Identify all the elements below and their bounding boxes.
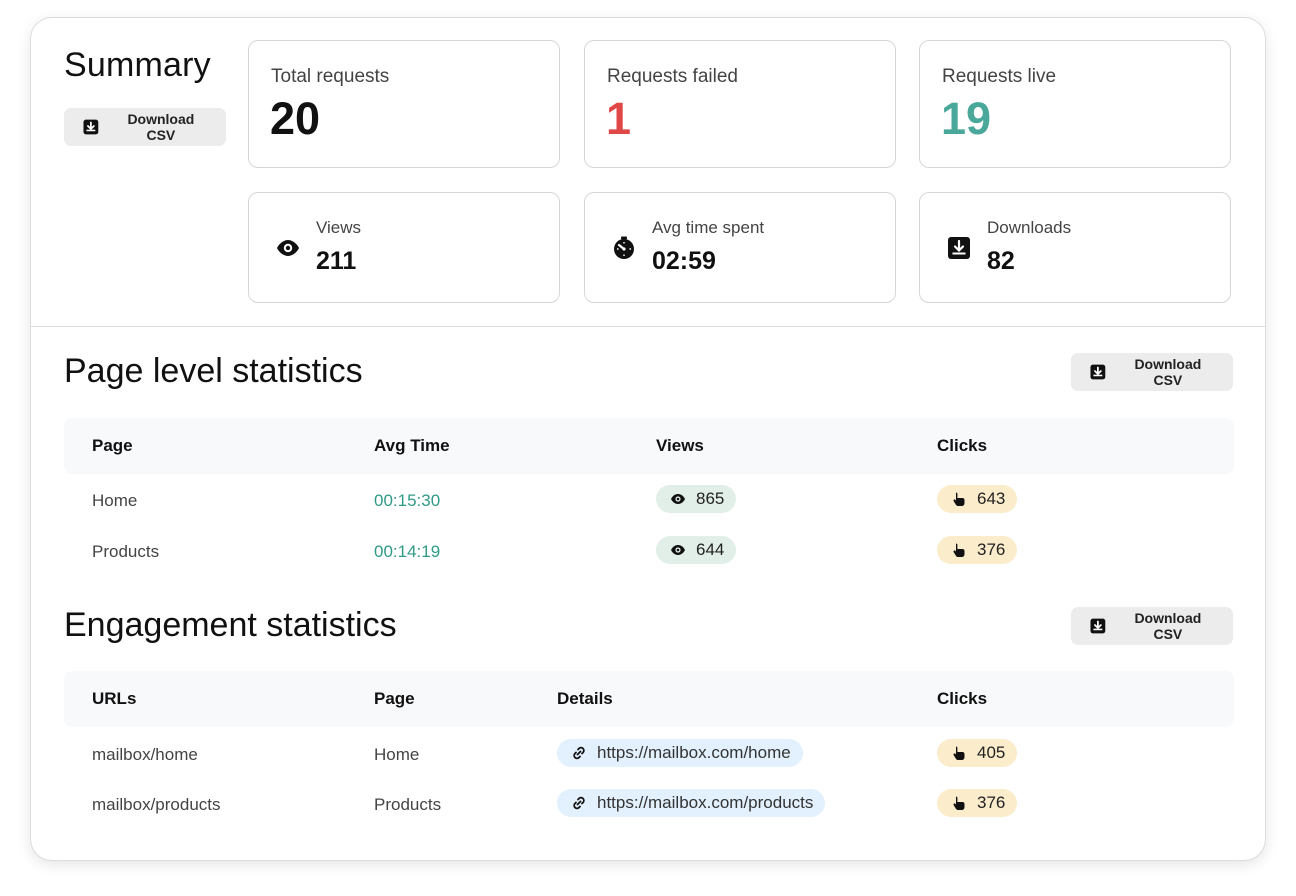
- col-views: Views: [656, 436, 704, 455]
- download-icon: [948, 237, 970, 259]
- requests-failed-card: Requests failed 1: [584, 40, 896, 168]
- clicks-pill: 643: [937, 485, 1018, 513]
- page-stats-header: Page Avg Time Views Clicks: [64, 418, 1234, 474]
- views-pill: 865: [656, 485, 737, 513]
- views-pill: 644: [656, 536, 737, 564]
- cell-url: mailbox/products: [92, 795, 221, 814]
- requests-failed-label: Requests failed: [607, 66, 738, 87]
- total-requests-value: 20: [270, 93, 321, 144]
- analytics-card: Summary Download CSV Total requests 20 R…: [30, 17, 1266, 861]
- summary-title: Summary: [64, 46, 211, 84]
- cell-avg-time: 00:14:19: [374, 542, 441, 561]
- downloads-card: Downloads 82: [919, 192, 1231, 303]
- table-row: Home 00:15:30 865 643: [64, 476, 1234, 526]
- eye-icon: [277, 240, 299, 256]
- summary-download-csv-button[interactable]: Download CSV: [64, 108, 226, 146]
- clicks-pill: 405: [937, 739, 1018, 767]
- eye-icon: [671, 494, 685, 504]
- col-clicks: Clicks: [937, 689, 988, 708]
- download-csv-label: Download CSV: [1134, 356, 1202, 388]
- engagement-header: URLs Page Details Clicks: [64, 671, 1234, 727]
- col-details: Details: [557, 689, 613, 708]
- requests-live-value: 19: [941, 93, 992, 144]
- cell-page: Home: [92, 491, 138, 510]
- pointer-hand-icon: [953, 796, 965, 810]
- downloads-label: Downloads: [987, 218, 1072, 237]
- details-link-pill[interactable]: https://mailbox.com/products: [557, 789, 826, 817]
- clicks-count: 376: [977, 540, 1006, 559]
- col-page: Page: [92, 436, 133, 455]
- engagement-stats-title: Engagement statistics: [64, 606, 397, 644]
- total-requests-label: Total requests: [271, 66, 390, 87]
- clicks-pill: 376: [937, 789, 1018, 817]
- clicks-count: 376: [977, 793, 1006, 812]
- total-requests-card: Total requests 20: [248, 40, 560, 168]
- pointer-hand-icon: [953, 746, 965, 760]
- requests-live-label: Requests live: [942, 66, 1057, 87]
- link-icon: [573, 796, 585, 810]
- pointer-hand-icon: [953, 492, 965, 506]
- details-link[interactable]: https://mailbox.com/home: [597, 743, 791, 762]
- avg-time-value: 02:59: [652, 247, 716, 275]
- col-urls: URLs: [92, 689, 137, 708]
- eye-icon: [671, 545, 685, 555]
- views-count: 644: [696, 540, 725, 559]
- views-value: 211: [316, 247, 357, 275]
- cell-avg-time: 00:15:30: [374, 491, 441, 510]
- details-link[interactable]: https://mailbox.com/products: [597, 793, 814, 812]
- cell-url: mailbox/home: [92, 745, 198, 764]
- engagement-download-csv-button[interactable]: Download CSV: [1071, 607, 1233, 645]
- downloads-value: 82: [987, 247, 1015, 275]
- pointer-hand-icon: [953, 543, 965, 557]
- link-icon: [573, 746, 585, 760]
- views-card: Views 211: [248, 192, 560, 303]
- download-icon: [1090, 364, 1106, 380]
- download-icon: [83, 119, 99, 135]
- cell-page: Products: [92, 542, 160, 561]
- views-label: Views: [316, 218, 362, 237]
- avg-time-label: Avg time spent: [652, 218, 765, 237]
- views-count: 865: [696, 489, 725, 508]
- download-csv-label: Download CSV: [1134, 610, 1202, 642]
- page-stats-download-csv-button[interactable]: Download CSV: [1071, 353, 1233, 391]
- cell-page: Home: [374, 745, 420, 764]
- table-row: mailbox/products Products https://mailbo…: [64, 780, 1234, 830]
- avg-time-card: Avg time spent 02:59: [584, 192, 896, 303]
- details-link-pill[interactable]: https://mailbox.com/home: [557, 739, 803, 767]
- table-row: Products 00:14:19 644 376: [64, 527, 1234, 577]
- section-divider: [31, 326, 1265, 327]
- requests-failed-value: 1: [606, 93, 632, 144]
- page-stats-title: Page level statistics: [64, 352, 363, 390]
- clicks-count: 643: [977, 489, 1006, 508]
- col-page: Page: [374, 689, 415, 708]
- timer-icon: [614, 236, 634, 259]
- download-csv-label: Download CSV: [127, 111, 195, 143]
- col-avg-time: Avg Time: [374, 436, 450, 455]
- cell-page: Products: [374, 795, 442, 814]
- table-row: mailbox/home Home https://mailbox.com/ho…: [64, 730, 1234, 780]
- requests-live-card: Requests live 19: [919, 40, 1231, 168]
- clicks-pill: 376: [937, 536, 1018, 564]
- download-icon: [1090, 618, 1106, 634]
- col-clicks: Clicks: [937, 436, 988, 455]
- clicks-count: 405: [977, 743, 1006, 762]
